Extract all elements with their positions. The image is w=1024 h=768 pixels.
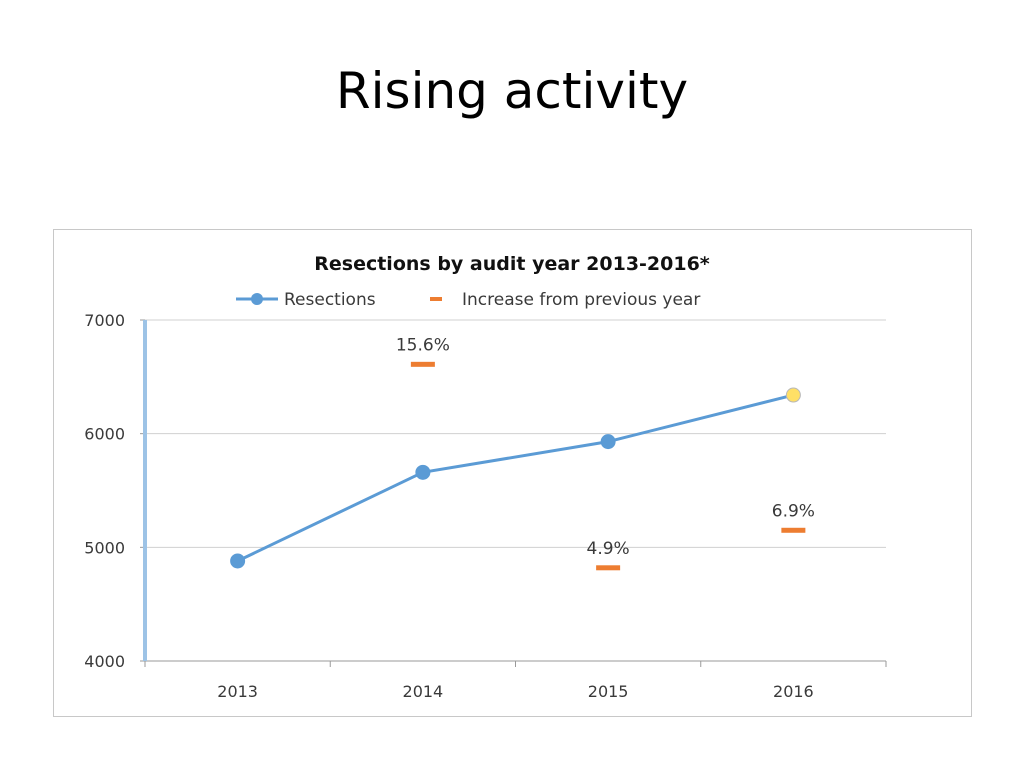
x-tick-label: 2015 <box>588 682 629 701</box>
resections-line <box>236 393 794 563</box>
chart-frame <box>53 229 972 717</box>
x-tick-label: 2016 <box>773 682 814 701</box>
slide-title: Rising activity <box>335 62 689 120</box>
y-tick-label: 7000 <box>84 311 125 330</box>
resections-point <box>230 553 246 569</box>
resections-point <box>785 387 801 403</box>
increase-marker <box>596 565 621 571</box>
resections-point <box>415 464 431 480</box>
increase-marker <box>781 527 806 533</box>
chart-title: Resections by audit year 2013-2016* <box>314 253 710 275</box>
resections-point <box>600 434 616 450</box>
increase-marker <box>410 361 435 367</box>
increase-label: 15.6% <box>396 335 450 355</box>
y-tick-label: 6000 <box>84 425 125 444</box>
increase-label: 6.9% <box>772 501 815 521</box>
axes: 4000 5000 6000 7000 2013 2014 2015 2016 <box>84 311 887 701</box>
y-tick-label: 5000 <box>84 538 125 557</box>
x-tick-label: 2013 <box>217 682 258 701</box>
legend: Resections Increase from previous year <box>236 290 700 310</box>
y-tick-label: 4000 <box>84 652 125 671</box>
increase-label: 4.9% <box>587 539 630 559</box>
x-tick-label: 2014 <box>403 682 444 701</box>
legend-increase-marker <box>430 297 442 301</box>
legend-resections-marker <box>251 293 263 305</box>
data-marks: 15.6% 4.9% 6.9% <box>230 335 815 571</box>
legend-resections-label: Resections <box>284 290 376 310</box>
legend-increase-label: Increase from previous year <box>462 290 700 310</box>
